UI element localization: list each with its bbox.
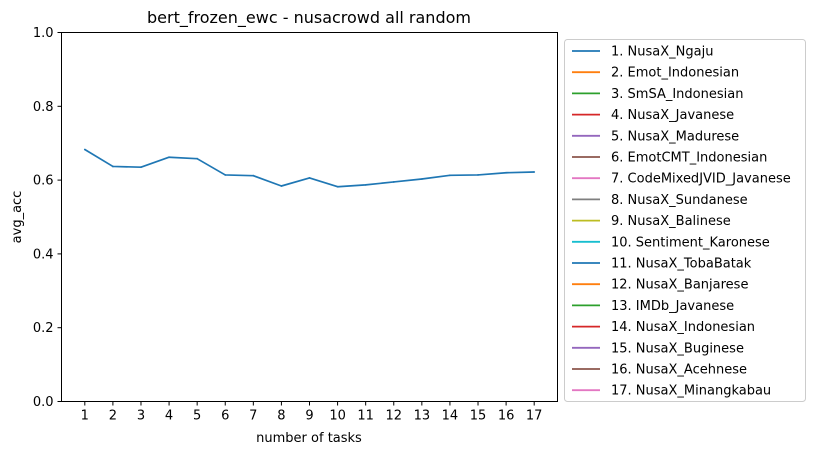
data-point <box>280 185 283 187</box>
x-tick-label: 13 <box>414 409 431 424</box>
x-tick-label: 6 <box>221 409 229 424</box>
legend-label: 11. NusaX_TobaBatak <box>611 257 752 272</box>
data-point <box>308 176 311 179</box>
data-point <box>505 171 508 174</box>
y-tick-label: 0.0 <box>33 395 54 410</box>
y-tick-label: 1.0 <box>33 26 54 41</box>
data-point <box>392 181 395 183</box>
data-point <box>140 166 142 169</box>
data-point <box>196 157 199 160</box>
x-tick-label: 1 <box>81 409 89 424</box>
legend-label: 13. IMDb_Javanese <box>611 299 734 314</box>
plot-area <box>61 32 558 402</box>
legend-label: 4. NusaX_Javanese <box>611 108 734 123</box>
data-point <box>252 174 255 177</box>
x-tick-label: 16 <box>498 409 515 424</box>
data-point <box>533 171 536 173</box>
legend-label: 1. NusaX_Ngaju <box>611 45 713 60</box>
legend-label: 2. Emot_Indonesian <box>611 66 739 81</box>
x-tick-label: 4 <box>165 409 173 424</box>
x-tick-label: 10 <box>329 409 346 424</box>
plot-frame <box>61 32 558 402</box>
data-point <box>364 183 367 186</box>
legend-label: 17. NusaX_Minangkabau <box>611 384 771 399</box>
x-tick-label: 17 <box>526 409 543 424</box>
x-tick-label: 12 <box>385 409 402 424</box>
legend-label: 15. NusaX_Buginese <box>611 341 744 356</box>
legend-label: 3. SmSA_Indonesian <box>611 87 743 102</box>
data-point <box>420 178 423 180</box>
legend-frame <box>564 39 806 402</box>
y-axis-label: avg_acc <box>10 191 25 244</box>
series-layer <box>83 148 536 188</box>
y-tick-label: 0.8 <box>33 100 54 115</box>
y-axis: 0.0 0.2 0.4 0.6 0.8 1.0 <box>33 26 62 410</box>
series-line <box>84 148 535 188</box>
legend-label: 10. Sentiment_Karonese <box>611 235 770 250</box>
data-point <box>83 148 86 151</box>
legend-label: 6. EmotCMT_Indonesian <box>611 151 767 166</box>
data-point <box>168 156 170 159</box>
legend-label: 9. NusaX_Balinese <box>611 214 731 229</box>
legend-label: 16. NusaX_Acehnese <box>611 363 747 378</box>
legend: 1. NusaX_Ngaju 2. Emot_Indonesian 3. SmSA_… <box>564 39 806 402</box>
legend-label: 14. NusaX_Indonesian <box>611 320 755 335</box>
x-tick-label: 5 <box>193 409 201 424</box>
data-point <box>224 174 227 176</box>
data-point <box>449 174 451 177</box>
chart-title: bert_frozen_ewc - nusacrowd all random <box>147 8 471 28</box>
x-tick-label: 3 <box>137 409 145 424</box>
y-tick-label: 0.2 <box>33 321 54 336</box>
x-axis: 1 2 3 4 5 6 7 8 9 10 11 12 13 14 15 16 17 <box>81 401 543 424</box>
legend-label: 12. NusaX_Banjarese <box>611 278 748 293</box>
data-point <box>477 174 479 176</box>
legend-label: 8. NusaX_Sundanese <box>611 193 748 208</box>
x-tick-label: 15 <box>470 409 487 424</box>
x-tick-label: 2 <box>109 409 117 424</box>
legend-label: 7. CodeMixedJVID_Javanese <box>611 172 791 187</box>
y-tick-label: 0.6 <box>33 174 54 189</box>
x-tick-label: 11 <box>357 409 374 424</box>
x-tick-label: 14 <box>442 409 459 424</box>
x-tick-label: 9 <box>305 409 313 424</box>
x-tick-label: 8 <box>277 409 285 424</box>
data-point <box>336 185 339 188</box>
x-axis-label: number of tasks <box>256 431 362 446</box>
legend-label: 5. NusaX_Madurese <box>611 129 739 144</box>
x-tick-label: 7 <box>249 409 257 424</box>
y-tick-label: 0.4 <box>33 247 54 262</box>
data-point <box>111 165 114 168</box>
